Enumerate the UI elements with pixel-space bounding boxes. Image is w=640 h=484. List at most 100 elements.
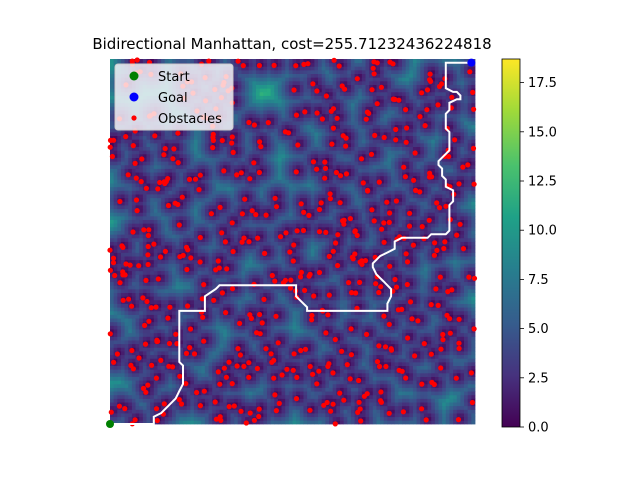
obstacle-point xyxy=(392,277,397,282)
obstacle-point xyxy=(375,359,380,364)
legend-goal-label: Goal xyxy=(158,91,188,106)
obstacle-point xyxy=(457,346,462,351)
obstacle-point xyxy=(277,401,282,406)
obstacle-point xyxy=(472,182,477,187)
obstacle-point xyxy=(387,60,392,65)
obstacle-point xyxy=(377,180,382,185)
obstacle-point xyxy=(454,376,459,381)
obstacle-point xyxy=(146,233,151,238)
obstacle-point xyxy=(240,240,245,245)
obstacle-point xyxy=(269,360,274,365)
obstacle-point xyxy=(179,401,184,406)
obstacle-point xyxy=(185,303,190,308)
obstacle-point xyxy=(375,101,380,106)
obstacle-point xyxy=(419,382,424,387)
obstacle-point xyxy=(184,267,189,272)
obstacle-point xyxy=(408,299,413,304)
obstacle-point xyxy=(115,351,120,356)
obstacle-point xyxy=(435,102,440,107)
obstacle-point xyxy=(163,249,168,254)
obstacle-point xyxy=(237,321,242,326)
obstacle-point xyxy=(373,281,378,286)
obstacle-point xyxy=(331,249,336,254)
obstacle-point xyxy=(378,389,383,394)
obstacle-point xyxy=(136,263,141,268)
obstacle-point xyxy=(412,353,417,358)
obstacle-point xyxy=(365,188,370,193)
obstacle-point xyxy=(180,195,185,200)
obstacle-point xyxy=(271,376,276,381)
obstacle-point xyxy=(291,258,296,263)
obstacle-point xyxy=(335,232,340,237)
obstacle-point xyxy=(250,208,255,213)
obstacle-point xyxy=(167,341,172,346)
obstacle-point xyxy=(255,236,260,241)
obstacle-point xyxy=(329,142,334,147)
obstacle-point xyxy=(369,87,374,92)
obstacle-point xyxy=(438,347,443,352)
obstacle-point xyxy=(314,381,319,386)
obstacle-point xyxy=(236,59,241,64)
obstacle-point xyxy=(157,180,162,185)
obstacle-point xyxy=(272,63,277,68)
obstacle-point xyxy=(293,63,298,68)
obstacle-point xyxy=(165,176,170,181)
obstacle-point xyxy=(187,177,192,182)
obstacle-point xyxy=(242,197,247,202)
obstacle-point xyxy=(383,344,388,349)
obstacle-point xyxy=(122,406,127,411)
obstacle-point xyxy=(109,410,114,415)
obstacle-point xyxy=(188,326,193,331)
obstacle-point xyxy=(158,358,163,363)
obstacle-point xyxy=(387,264,392,269)
obstacle-point xyxy=(139,179,144,184)
obstacle-point xyxy=(444,313,449,318)
obstacle-point xyxy=(117,280,122,285)
obstacle-point xyxy=(352,229,357,234)
obstacle-point xyxy=(223,310,228,315)
obstacle-point xyxy=(235,346,240,351)
obstacle-point xyxy=(437,205,442,210)
obstacle-point xyxy=(222,366,227,371)
obstacle-point xyxy=(187,345,192,350)
obstacle-point xyxy=(185,247,190,252)
obstacle-point xyxy=(358,406,363,411)
obstacle-point xyxy=(363,258,368,263)
obstacle-point xyxy=(411,178,416,183)
obstacle-point xyxy=(372,133,377,138)
obstacle-point xyxy=(307,408,312,413)
obstacle-point xyxy=(278,234,283,239)
obstacle-point xyxy=(356,378,361,383)
obstacle-point xyxy=(128,263,133,268)
obstacle-point xyxy=(465,162,470,167)
obstacle-point xyxy=(151,242,156,247)
obstacle-point xyxy=(333,421,338,426)
obstacle-point xyxy=(145,252,150,257)
obstacle-point xyxy=(263,346,268,351)
obstacle-point xyxy=(269,351,274,356)
obstacle-point xyxy=(342,218,347,223)
obstacle-point xyxy=(330,370,335,375)
obstacle-point xyxy=(345,362,350,367)
obstacle-point xyxy=(130,229,135,234)
colorbar-tick-label: 15.0 xyxy=(528,125,557,140)
obstacle-point xyxy=(216,369,221,374)
obstacle-point xyxy=(335,116,340,121)
obstacle-point xyxy=(111,138,116,143)
obstacle-point xyxy=(372,71,377,76)
obstacle-point xyxy=(146,262,151,267)
obstacle-point xyxy=(331,126,336,131)
obstacle-point xyxy=(244,420,249,425)
obstacle-point xyxy=(427,77,432,82)
colorbar-tick-label: 17.5 xyxy=(528,76,557,91)
obstacle-point xyxy=(292,351,297,356)
obstacle-point xyxy=(272,392,277,397)
obstacle-point xyxy=(319,200,324,205)
obstacle-point xyxy=(123,134,128,139)
obstacle-point xyxy=(311,293,316,298)
obstacle-point xyxy=(337,391,342,396)
obstacle-point xyxy=(348,216,353,221)
obstacle-point xyxy=(111,360,116,365)
obstacle-point xyxy=(327,254,332,259)
obstacle-point xyxy=(472,276,477,281)
